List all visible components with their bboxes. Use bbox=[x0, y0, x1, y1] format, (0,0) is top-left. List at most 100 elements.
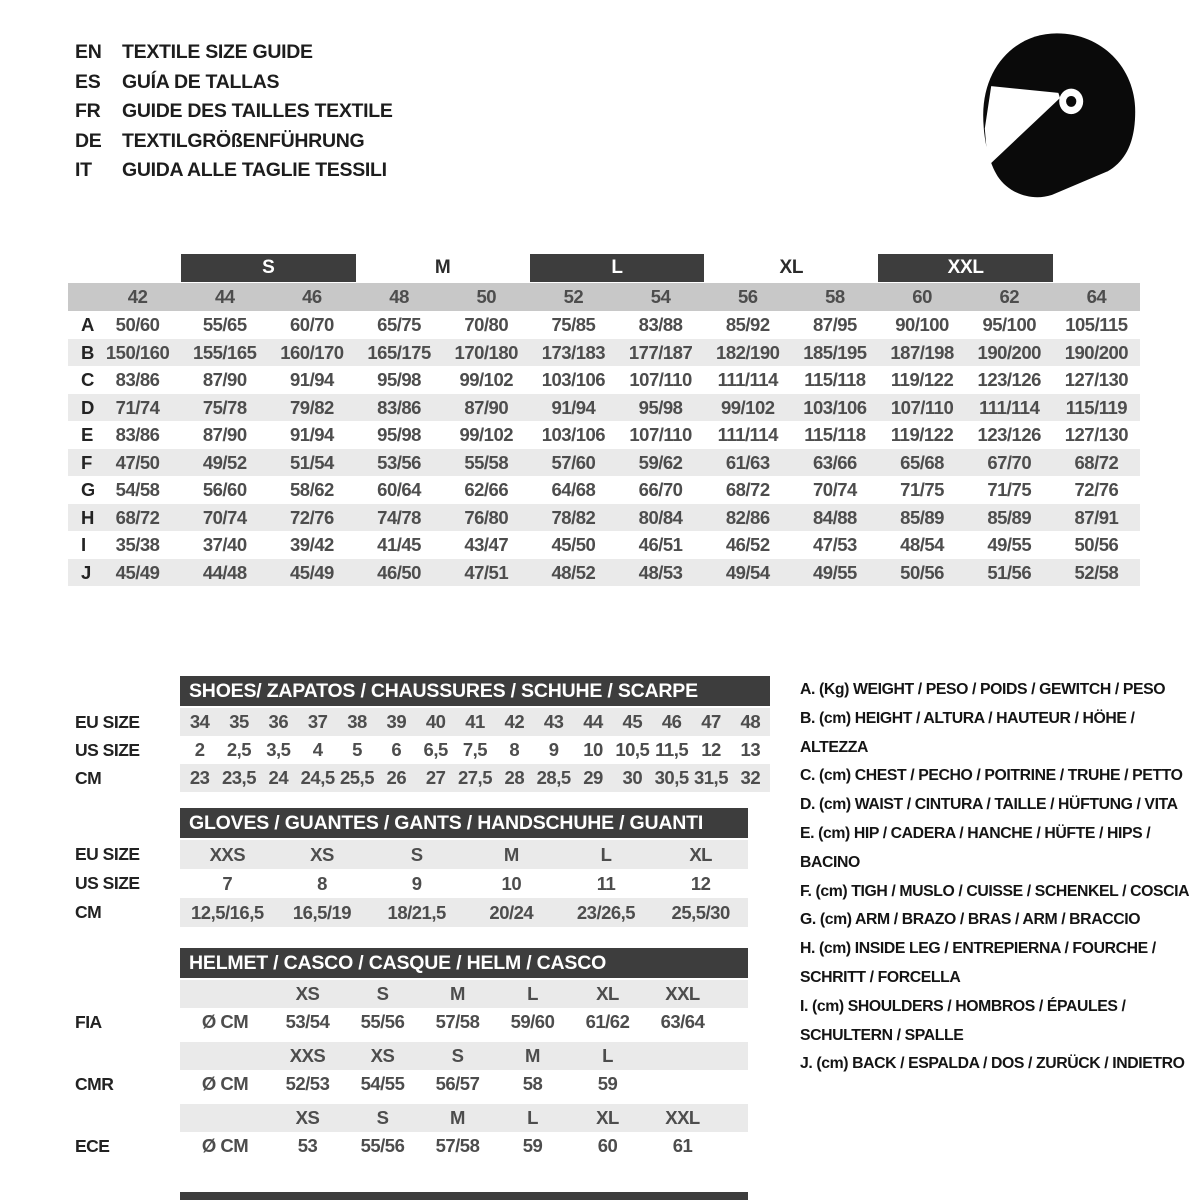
size-value: 54/58 bbox=[115, 479, 160, 500]
size-value: 75/78 bbox=[202, 396, 247, 418]
value-cell: 4 bbox=[312, 739, 323, 760]
sized-row: EU SIZE 34 35 36 37 38 39 40 41 42 43 44 45 46 47 48 bbox=[75, 708, 770, 736]
size-value: 103/106 bbox=[803, 396, 867, 418]
size-value: 119/122 bbox=[890, 369, 954, 390]
numeric-size: 50 bbox=[476, 286, 497, 307]
row-letter: E bbox=[81, 424, 93, 445]
value-cell: S bbox=[410, 844, 423, 865]
value-cell: 41 bbox=[465, 711, 485, 732]
size-value: 123/126 bbox=[977, 424, 1042, 445]
size-value: 74/78 bbox=[377, 506, 421, 528]
standard-label-fia: FIA bbox=[75, 1012, 102, 1032]
value-cell: 8 bbox=[317, 873, 327, 894]
size-value: 61/63 bbox=[725, 451, 770, 473]
size-value: 155/165 bbox=[193, 341, 257, 363]
size-value: 87/90 bbox=[464, 396, 509, 418]
value-cell: 6 bbox=[391, 739, 402, 760]
value-cell: 13 bbox=[740, 739, 761, 760]
value-cell: 5 bbox=[352, 739, 362, 760]
size-value: 46/50 bbox=[377, 561, 421, 583]
value-cell: 42 bbox=[504, 711, 525, 732]
value-cell: 24 bbox=[268, 767, 289, 788]
helmet-value-row: CMR Ø CM 52/53 54/55 56/57 58 59 bbox=[75, 1070, 748, 1098]
row-label-cm: CM bbox=[75, 902, 102, 922]
row-letter: F bbox=[81, 451, 92, 473]
value-cell: 26 bbox=[386, 767, 407, 788]
measurement-row-i: I 35/38 37/40 39/42 41/45 43/47 45/50 46/51 46/5… bbox=[68, 531, 1140, 559]
side-spacer bbox=[75, 980, 180, 1008]
size-value: 75/85 bbox=[551, 314, 596, 335]
legend-item-j: J. (cm) BACK / ESPALDA / DOS / ZURÜCK / … bbox=[800, 1055, 1185, 1073]
size-value: 190/200 bbox=[977, 341, 1042, 363]
helmet-sizes-row: XXS XS S M L bbox=[180, 1042, 748, 1070]
row-label-eu-size: EU SIZE bbox=[75, 712, 140, 732]
helmet-value: 58 bbox=[522, 1073, 543, 1094]
value-cell: 45 bbox=[622, 711, 643, 732]
size-value: 56/60 bbox=[202, 479, 247, 500]
helmet-size: S bbox=[376, 1107, 389, 1128]
size-value: 68/72 bbox=[725, 479, 770, 500]
size-value: 76/80 bbox=[464, 506, 509, 528]
value-cell: 27,5 bbox=[457, 767, 493, 788]
value-cell: 9 bbox=[411, 873, 422, 894]
language-title: TEXTILE SIZE GUIDE bbox=[122, 41, 313, 63]
legend-item-i: I. (cm) SHOULDERS / HOMBROS / ÉPAULES / … bbox=[800, 997, 1126, 1044]
helmet-size: XS bbox=[295, 1107, 320, 1128]
row-letter: D bbox=[81, 396, 94, 418]
size-value: 90/100 bbox=[895, 314, 949, 335]
size-value: 51/54 bbox=[290, 451, 334, 473]
size-value: 49/55 bbox=[987, 534, 1032, 555]
size-value: 68/72 bbox=[115, 506, 160, 528]
row-letter: J bbox=[81, 561, 91, 583]
value-cell: 40 bbox=[425, 711, 446, 732]
size-value: 111/114 bbox=[979, 396, 1040, 418]
size-value: 170/180 bbox=[454, 341, 519, 363]
value-cell: XS bbox=[310, 844, 334, 865]
size-value: 127/130 bbox=[1064, 424, 1129, 445]
value-cell: M bbox=[503, 844, 519, 865]
size-value: 95/98 bbox=[377, 424, 421, 445]
size-value: 71/74 bbox=[115, 396, 160, 418]
legend-item-g: G. (cm) ARM / BRAZO / BRAS / ARM / BRACC… bbox=[800, 911, 1141, 929]
size-value: 50/60 bbox=[115, 314, 160, 335]
size-group-header-row: S M L XL XXL bbox=[68, 254, 1140, 282]
sized-row: EU SIZE XXS XS S M L XL bbox=[75, 840, 748, 869]
size-value: 95/98 bbox=[377, 369, 421, 390]
value-cell: 10 bbox=[583, 739, 603, 760]
legend-item-e: E. (cm) HIP / CADERA / HANCHE / HÜFTE / … bbox=[800, 824, 1151, 871]
size-value: 150/160 bbox=[105, 341, 170, 363]
legend-item-d: D. (cm) WAIST / CINTURA / TAILLE / HÜFTU… bbox=[800, 796, 1178, 814]
value-cell: 23,5 bbox=[221, 767, 257, 788]
size-value: 68/72 bbox=[1074, 451, 1119, 473]
size-value: 50/56 bbox=[1074, 534, 1119, 555]
helmet-size-header-row: XXS XS S M L bbox=[75, 1042, 748, 1070]
helmet-value: 53 bbox=[297, 1135, 318, 1156]
size-value: 78/82 bbox=[551, 506, 596, 528]
helmet-size: M bbox=[450, 983, 465, 1004]
value-cell: 30 bbox=[622, 767, 643, 788]
helmet-value: 57/58 bbox=[435, 1135, 480, 1156]
size-value: 85/89 bbox=[900, 506, 944, 528]
size-value: 65/75 bbox=[377, 314, 421, 335]
helmet-sizes-row: XS S M L XL XXL bbox=[180, 1104, 748, 1132]
helmet-value-row: FIA Ø CM 53/54 55/56 57/58 59/60 61/62 63/64 bbox=[75, 1008, 748, 1036]
value-cell: 34 bbox=[189, 711, 210, 732]
size-value: 83/86 bbox=[115, 369, 160, 390]
size-group-s: S bbox=[181, 254, 356, 282]
size-value: 99/102 bbox=[459, 369, 514, 390]
value-cell: 46 bbox=[661, 711, 682, 732]
numeric-size: 58 bbox=[825, 286, 845, 307]
sized-row: CM 23 23,5 24 24,5 25,5 26 27 27,5 28 28,5 29 30 30,5… bbox=[75, 764, 770, 792]
size-value: 127/130 bbox=[1064, 369, 1129, 390]
values-row: XXS XS S M L XL bbox=[180, 840, 748, 869]
helmet-value: 56/57 bbox=[435, 1073, 480, 1094]
size-value: 84/88 bbox=[813, 506, 857, 528]
size-value: 57/60 bbox=[551, 451, 596, 473]
size-value: 123/126 bbox=[977, 369, 1042, 390]
value-cell: 12 bbox=[690, 873, 711, 894]
size-value: 185/195 bbox=[803, 341, 867, 363]
main-table-body: A 50/60 55/65 60/70 65/75 70/80 75/85 83/88 85/9… bbox=[68, 311, 1140, 586]
row-letter: G bbox=[81, 479, 94, 500]
helmet-size: XL bbox=[596, 1107, 619, 1128]
language-row: EN TEXTILE SIZE GUIDE bbox=[75, 38, 393, 68]
